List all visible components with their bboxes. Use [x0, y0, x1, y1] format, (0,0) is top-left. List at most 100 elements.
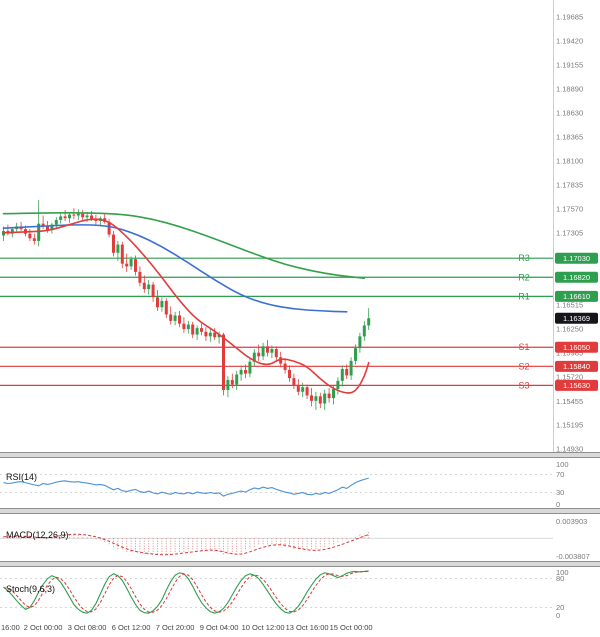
price-axis: 1.19685 1.19420 1.19155 1.18890 1.18630 1.183…	[556, 13, 583, 454]
candle-down	[266, 346, 269, 353]
level-badge-s2: 1.15840	[555, 360, 598, 372]
time-tick-label: 7 Oct 20:00	[156, 623, 195, 632]
rsi-line	[3, 477, 369, 497]
candle-up	[85, 215, 89, 218]
level-label-r2: R2	[518, 272, 530, 282]
candle-up	[59, 216, 63, 221]
candle-up	[336, 380, 340, 390]
candle-up	[37, 223, 41, 241]
stoch-scale-label: 80	[556, 574, 564, 583]
candle-down	[257, 352, 261, 357]
candle-up	[129, 259, 133, 267]
candle-down	[138, 271, 142, 283]
stoch-scale-label: 20	[556, 603, 564, 612]
rsi-scale-label: 100	[556, 460, 569, 469]
candle-up	[314, 396, 318, 401]
candle-up	[54, 220, 58, 225]
candle-down	[156, 297, 159, 308]
level-badge-s3: 1.15630	[555, 379, 598, 391]
level-badge-r1-value: 1.16610	[563, 292, 590, 301]
candle-up	[186, 324, 190, 330]
price-tick-label: 1.15720	[556, 373, 583, 382]
candle-down	[134, 259, 137, 272]
price-tick-label: 1.17305	[556, 229, 583, 238]
candle-down	[204, 331, 208, 337]
level-badge-s2-bg	[555, 360, 598, 372]
candle-up	[367, 318, 371, 326]
candle-down	[81, 213, 85, 218]
stoch-scale-label: 0	[556, 611, 560, 620]
level-badge-r2: 1.16820	[555, 271, 598, 283]
candle-up	[354, 348, 357, 361]
candle-down	[296, 385, 300, 392]
level-badge-s1-bg	[555, 341, 598, 353]
ma-fast-line	[2, 218, 370, 394]
candle-down	[63, 216, 67, 219]
candle-up	[362, 325, 366, 337]
level-label-s3: S3	[518, 380, 529, 390]
candle-up	[217, 334, 221, 338]
candle-up	[226, 379, 230, 390]
candle-up	[50, 224, 54, 231]
candle-down	[274, 349, 278, 358]
level-label-r3: R3	[518, 253, 530, 263]
rsi-scale-label: 0	[556, 500, 560, 509]
ma-slow-line	[2, 211, 366, 279]
price-tick-label: 1.18630	[556, 108, 583, 117]
level-badge-s1: 1.16050	[555, 341, 598, 353]
candle-up	[358, 336, 362, 349]
level-badge-r1: 1.16610	[555, 290, 598, 302]
candle-up	[332, 389, 335, 399]
stoch-k-line	[3, 570, 369, 614]
candle-up	[195, 328, 199, 335]
ma-mid-line	[2, 224, 348, 313]
candle-down	[310, 395, 313, 401]
candle-down	[107, 221, 111, 235]
candle-down	[279, 357, 283, 364]
candle-down	[164, 300, 168, 315]
macd-scale-top: 0.003903	[556, 517, 587, 526]
candle-down	[305, 387, 309, 396]
candle-down	[230, 379, 234, 385]
stoch-d-line	[3, 570, 369, 613]
candle-down	[94, 219, 98, 221]
level-label-s1: S1	[518, 342, 529, 352]
price-tick-label: 1.17570	[556, 205, 583, 214]
macd-panel-label: MACD(12,26,9)	[6, 530, 69, 540]
panel-divider-main-rsi	[0, 452, 600, 458]
level-badge-r3: 1.17030	[555, 252, 598, 264]
candle-up	[323, 393, 327, 404]
time-tick-label: 9 Oct 04:00	[200, 623, 239, 632]
candle-up	[252, 352, 256, 362]
candle-down	[112, 234, 115, 253]
level-badge-s3-bg	[555, 379, 598, 391]
price-tick-label: 1.18100	[556, 156, 583, 165]
candle-down	[142, 282, 146, 290]
time-axis: 16:00 2 Oct 00:00 3 Oct 08:00 6 Oct 12:00 7 …	[1, 623, 373, 632]
price-tick-label: 1.15985	[556, 349, 583, 358]
candle-down	[125, 263, 129, 267]
time-tick-label: 13 Oct 16:00	[286, 623, 329, 632]
level-badge-s3-value: 1.15630	[563, 381, 590, 390]
price-tick-label: 1.14930	[556, 444, 583, 453]
candle-down	[178, 315, 181, 324]
rsi-scale-label: 30	[556, 488, 564, 497]
candle-down	[32, 238, 36, 241]
level-label-r1: R1	[518, 291, 530, 301]
candle-up	[10, 229, 14, 234]
candle-down	[90, 215, 93, 220]
candle-down	[46, 226, 49, 231]
candle-down	[151, 284, 155, 298]
macd-scale-bottom: -0.003807	[556, 552, 590, 561]
candle-down	[182, 323, 186, 330]
candle-up	[340, 369, 344, 381]
macd-panel: 0.003903 -0.003807	[0, 517, 590, 561]
level-badge-r2-bg	[555, 271, 598, 283]
candle-up	[160, 300, 164, 308]
candle-up	[235, 374, 239, 385]
stoch-scale-label: 100	[556, 568, 569, 577]
price-tick-label: 1.15455	[556, 397, 583, 406]
level-badge-r3-value: 1.17030	[563, 254, 590, 263]
time-tick-label: 6 Oct 12:00	[112, 623, 151, 632]
